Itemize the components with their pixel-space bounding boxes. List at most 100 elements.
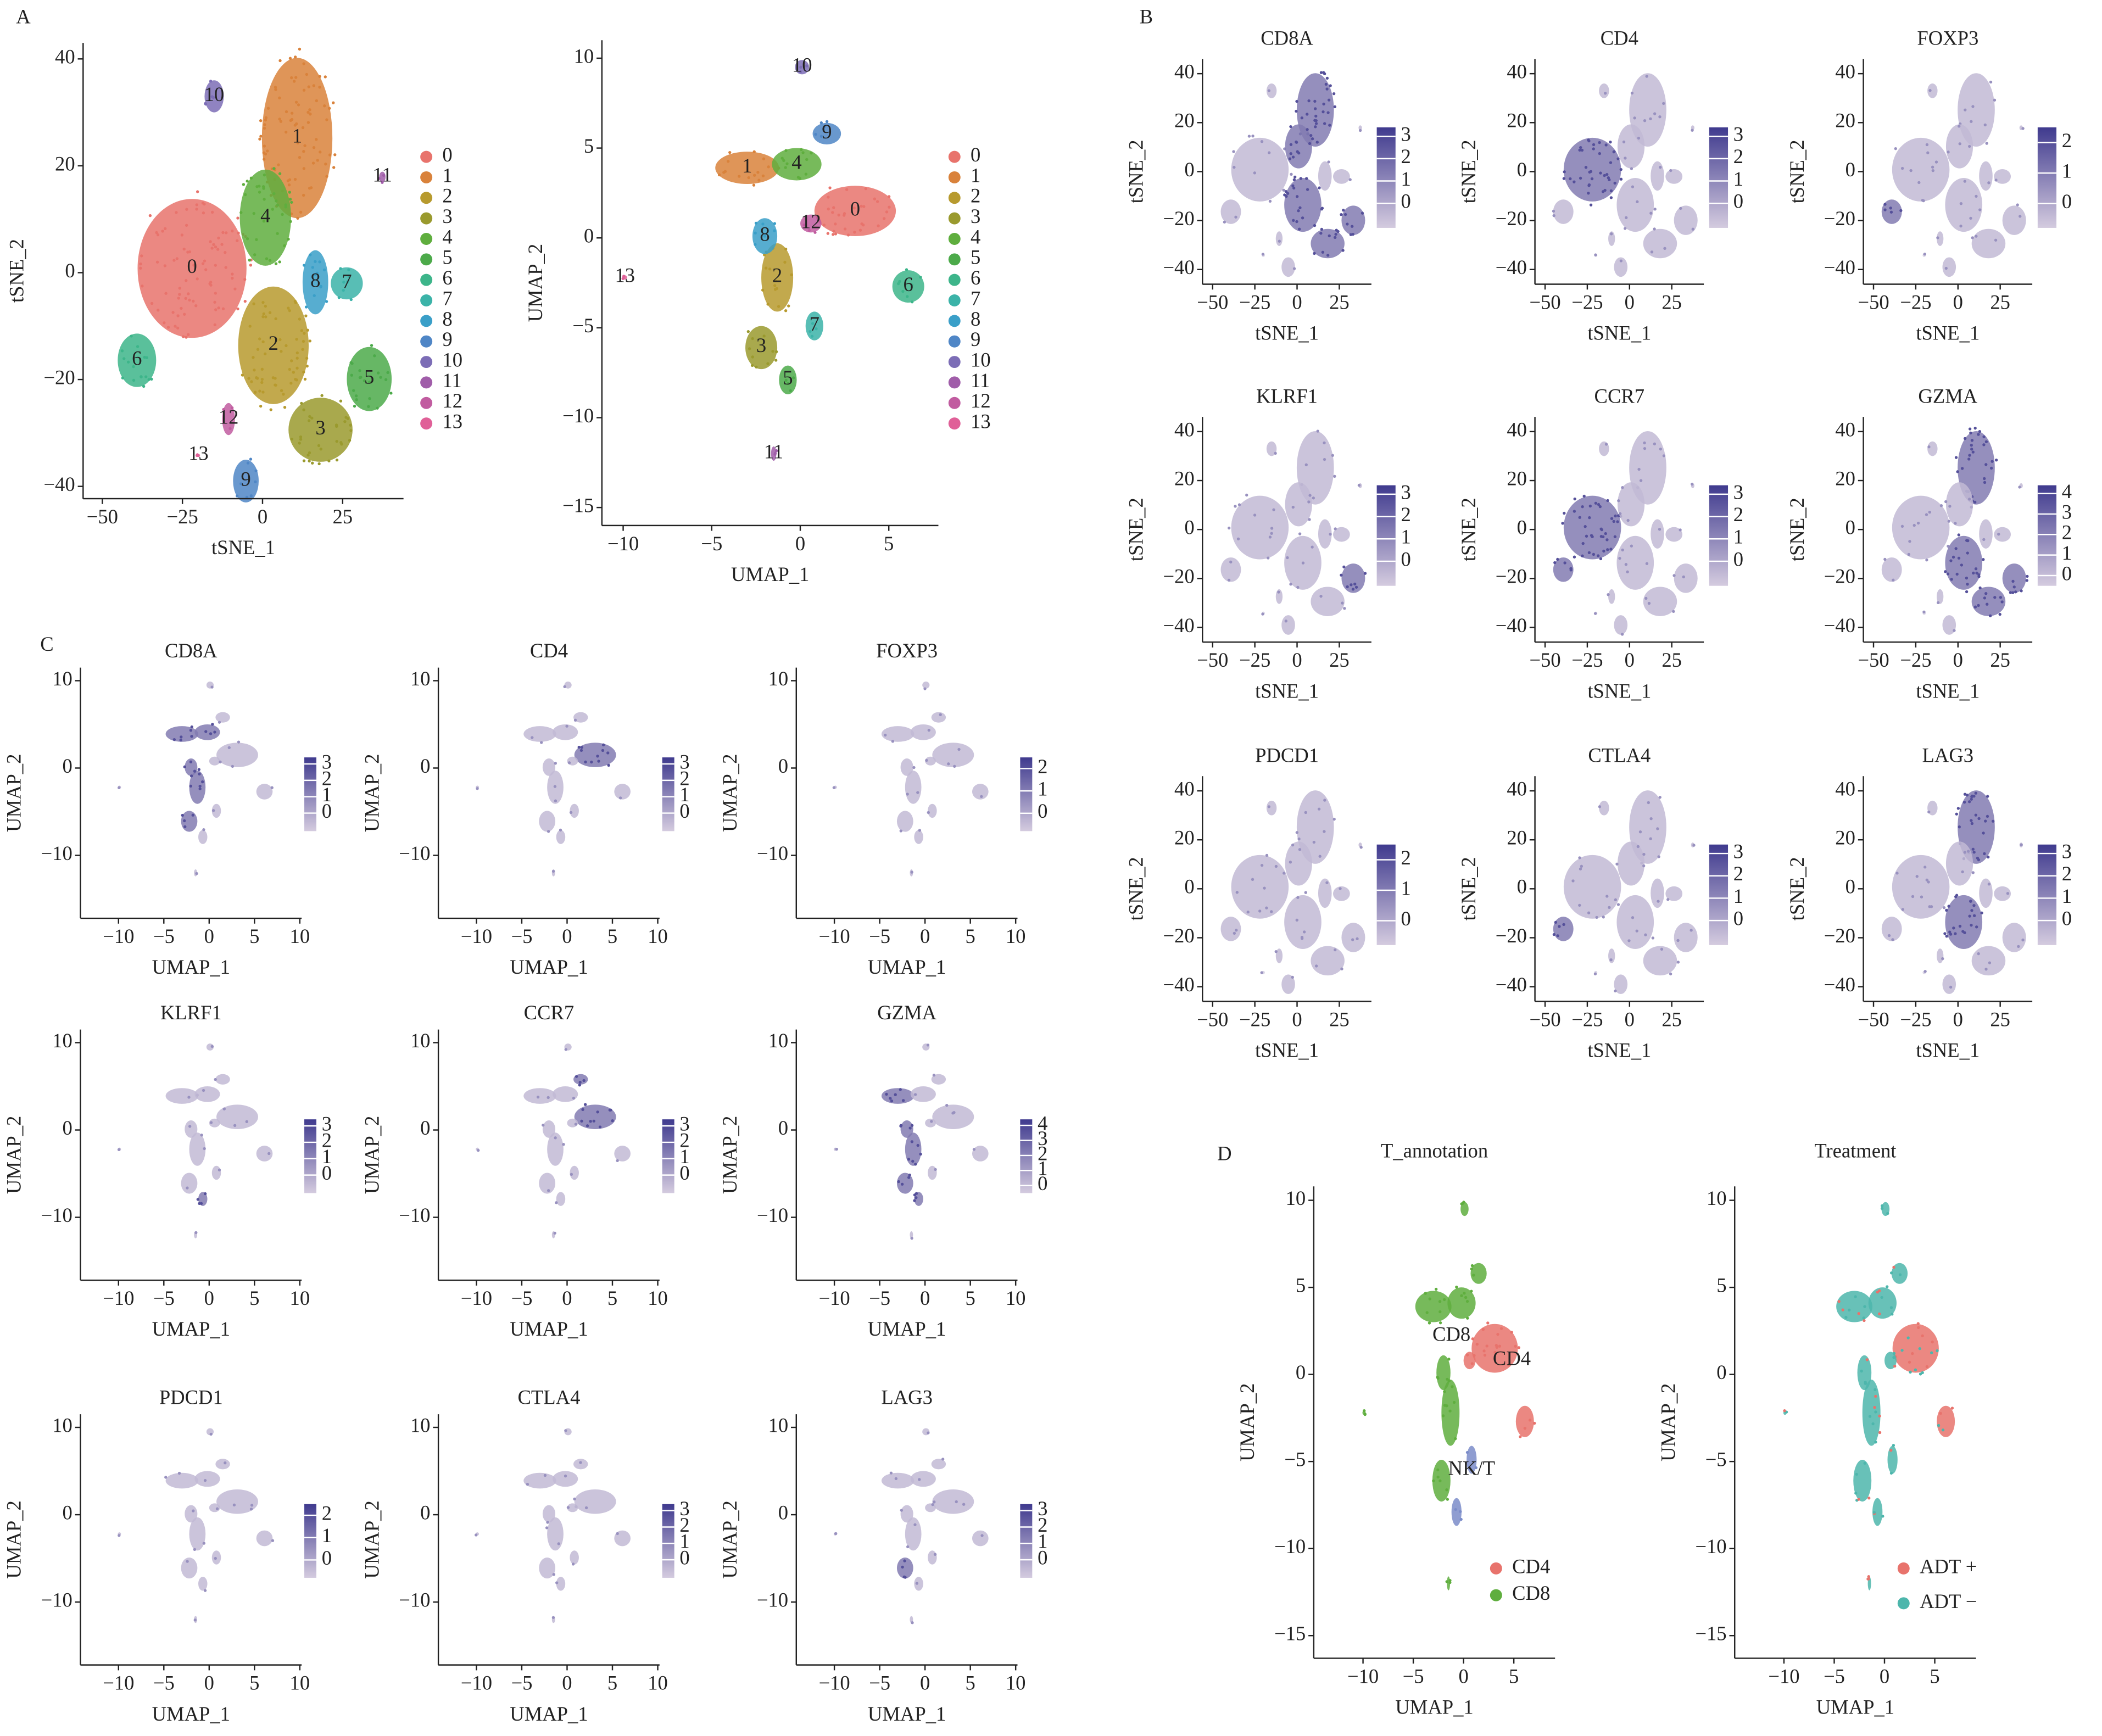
point-texture	[271, 1539, 275, 1542]
point-texture	[1436, 1376, 1440, 1380]
point-texture	[263, 198, 266, 201]
point-texture	[545, 1526, 549, 1530]
point-texture	[927, 1431, 930, 1434]
point-texture	[1324, 82, 1328, 86]
cluster-cloud	[771, 446, 777, 461]
point-texture	[1917, 1326, 1920, 1330]
point-texture	[953, 764, 956, 768]
legend-swatch	[420, 171, 433, 183]
y-tick-label: 20	[55, 152, 75, 175]
cluster-cloud	[1281, 257, 1295, 277]
point-texture	[1496, 1332, 1499, 1336]
point-texture	[325, 300, 328, 303]
point-texture	[845, 188, 849, 191]
point-texture	[188, 1125, 192, 1128]
point-texture	[268, 311, 272, 315]
point-texture	[1939, 504, 1943, 507]
point-texture	[263, 126, 266, 130]
colorbar-tick-label: 0	[322, 1547, 332, 1569]
point-texture	[1987, 883, 1991, 886]
point-texture	[1333, 236, 1337, 239]
point-texture	[185, 224, 188, 227]
point-texture	[302, 167, 306, 170]
cluster-cloud	[1674, 923, 1698, 952]
point-texture	[1925, 558, 1928, 562]
point-texture	[1970, 822, 1974, 825]
cluster-cloud	[905, 771, 922, 804]
cluster-cloud	[1937, 231, 1944, 246]
x-tick-label: −25	[1571, 1008, 1603, 1030]
point-texture	[145, 356, 148, 359]
y-tick-label: 0	[62, 1501, 72, 1523]
cluster-label: 8	[310, 269, 320, 291]
point-texture	[290, 359, 293, 362]
cluster-cloud	[1220, 557, 1241, 582]
point-texture	[1913, 523, 1916, 527]
x-tick-label: −25	[167, 505, 198, 528]
point-texture	[1328, 124, 1331, 127]
point-texture	[785, 162, 789, 165]
point-texture	[1323, 830, 1326, 833]
point-texture	[1588, 504, 1592, 508]
point-texture	[911, 1159, 915, 1163]
point-texture	[551, 1616, 555, 1619]
point-texture	[1958, 924, 1962, 928]
point-cloud	[1220, 429, 1367, 635]
y-tick-label: 5	[584, 135, 594, 157]
point-texture	[299, 438, 303, 441]
point-texture	[1228, 526, 1231, 530]
x-tick-label: 25	[1329, 649, 1350, 671]
legend-label: 4	[442, 225, 452, 248]
point-texture	[1313, 107, 1317, 110]
point-texture	[1514, 1344, 1517, 1348]
point-texture	[804, 172, 808, 176]
point-texture	[271, 208, 274, 211]
point-texture	[304, 305, 308, 309]
x-tick-label: −25	[1571, 649, 1603, 671]
y-tick-label: −15	[1695, 1622, 1726, 1645]
y-tick-label: −10	[757, 1589, 788, 1611]
point-texture	[906, 1545, 910, 1549]
point-texture	[258, 389, 261, 393]
point-texture	[1598, 505, 1602, 509]
point-texture	[252, 302, 255, 305]
point-texture	[1657, 900, 1660, 903]
point-texture	[263, 352, 267, 356]
cluster-cloud	[2002, 923, 2026, 952]
colorbar-tick-label: 1	[1038, 1157, 1047, 1180]
colorbar-tick-label: 2	[679, 1514, 689, 1536]
point-texture	[1984, 592, 1988, 595]
legend-swatch	[420, 294, 433, 306]
point-texture	[211, 809, 215, 812]
point-texture	[1482, 1349, 1486, 1353]
x-tick-label: 10	[648, 925, 668, 947]
legend-swatch	[420, 273, 433, 286]
colorbar-tick-label: 0	[2062, 190, 2072, 213]
point-texture	[1302, 930, 1306, 934]
cluster-cloud	[211, 1165, 221, 1180]
x-tick-label: −10	[461, 1672, 492, 1694]
point-texture	[914, 1163, 917, 1166]
point-texture	[278, 260, 281, 264]
cluster-label: 4	[791, 150, 801, 173]
point-texture	[1892, 1356, 1895, 1359]
cluster-cloud	[896, 1558, 913, 1579]
point-texture	[176, 326, 180, 330]
point-texture	[1657, 855, 1660, 858]
x-axis-label: UMAP_1	[510, 956, 588, 978]
point-texture	[823, 125, 827, 128]
point-texture	[1584, 166, 1588, 169]
chart-title: LAG3	[1922, 744, 1974, 767]
cluster-cloud	[910, 1471, 936, 1487]
point-texture	[784, 247, 788, 251]
x-tick-label: −25	[1900, 291, 1931, 313]
point-texture	[308, 415, 311, 418]
point-texture	[324, 163, 327, 166]
point-texture	[187, 1096, 191, 1099]
point-texture	[766, 362, 770, 365]
colorbar-tick-label: 2	[1733, 862, 1743, 885]
point-texture	[554, 762, 557, 765]
point-texture	[246, 461, 250, 465]
point-texture	[303, 377, 307, 381]
point-texture	[1936, 1349, 1939, 1353]
